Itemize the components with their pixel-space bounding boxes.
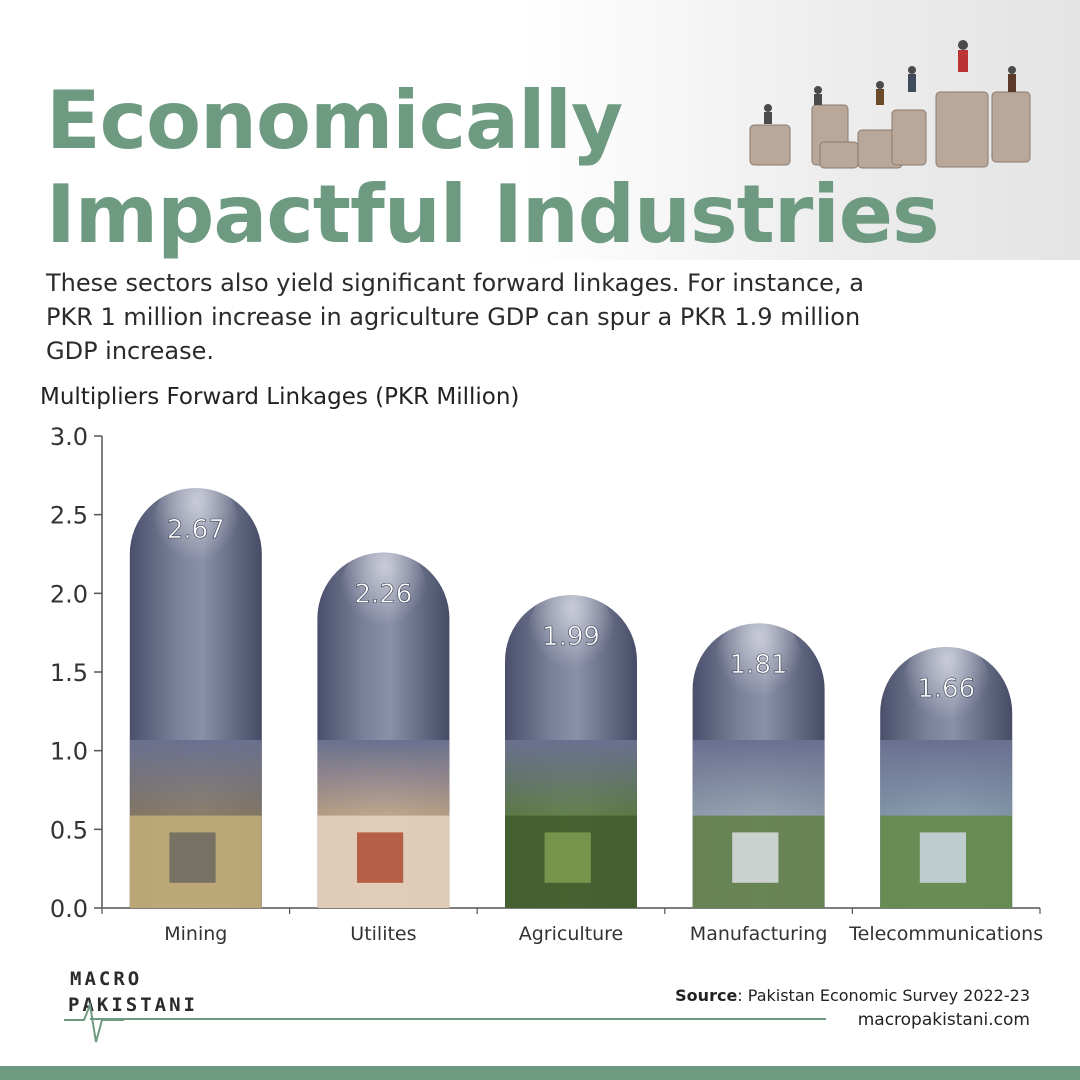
bar-highlight xyxy=(337,542,430,663)
x-tick-label: Manufacturing xyxy=(690,923,828,945)
logo-line2: PAKISTANI xyxy=(68,994,198,1016)
source-label: Source xyxy=(675,986,738,1005)
y-tick-label: 3.0 xyxy=(50,423,88,451)
bar-photo xyxy=(505,740,637,908)
y-tick-label: 1.5 xyxy=(50,659,88,687)
bar-utilites: 2.26 xyxy=(317,542,450,908)
logo-line1: MACRO xyxy=(70,968,143,990)
bar-value-label: 1.66 xyxy=(917,674,975,704)
bar-value-label: 2.26 xyxy=(354,579,412,609)
bar-manufacturing: 1.81 xyxy=(692,613,825,908)
bar-photo xyxy=(317,740,450,908)
x-tick-label: Agriculture xyxy=(519,923,624,945)
source-text: : Pakistan Economic Survey 2022-23 xyxy=(737,986,1030,1005)
bar-highlight xyxy=(900,636,993,757)
bar-value-label: 2.67 xyxy=(167,515,225,545)
x-tick-label: Utilites xyxy=(350,923,416,945)
website-link: macropakistani.com xyxy=(857,1010,1030,1030)
page-title-line1: Economically xyxy=(46,74,623,167)
bar-highlight xyxy=(525,584,617,705)
page-title-line2: Impactful Industries xyxy=(46,168,940,261)
page-title: Economically Impactful Industries xyxy=(46,74,1006,262)
footer-divider xyxy=(90,1018,826,1020)
bar-value-label: 1.81 xyxy=(730,650,788,680)
bar-photo xyxy=(129,740,262,908)
chart-title: Multipliers Forward Linkages (PKR Millio… xyxy=(40,384,520,410)
bar-highlight xyxy=(712,613,805,734)
y-tick-label: 0.0 xyxy=(50,895,88,923)
y-tick-label: 1.0 xyxy=(50,738,88,766)
bar-highlight xyxy=(149,477,242,598)
source-note: Source: Pakistan Economic Survey 2022-23 xyxy=(675,986,1030,1005)
bar-agriculture: 1.99 xyxy=(505,584,637,908)
y-tick-label: 2.5 xyxy=(50,502,88,530)
bar-value-label: 1.99 xyxy=(542,622,600,652)
bar-mining: 2.67 xyxy=(129,477,262,908)
macro-pakistani-logo: MACRO PAKISTANI xyxy=(64,966,204,1046)
bar-photo xyxy=(880,740,1013,908)
bar-telecommunications: 1.66 xyxy=(880,636,1013,908)
y-tick-label: 0.5 xyxy=(50,816,88,844)
page-subtitle: These sectors also yield significant for… xyxy=(46,269,864,365)
x-tick-label: Telecommunications xyxy=(848,923,1043,945)
logo-pulse-icon xyxy=(64,1001,124,1043)
bottom-accent-bar xyxy=(0,1066,1080,1080)
x-tick-label: Mining xyxy=(164,923,227,945)
bar-chart: 0.0 0.5 1.0 1.5 2.0 2.5 3.0 Mining Utilites Agric… xyxy=(50,423,1043,945)
y-tick-label: 2.0 xyxy=(50,580,88,608)
bar-photo xyxy=(692,740,825,908)
coin-stacks-illustration xyxy=(749,40,1031,169)
